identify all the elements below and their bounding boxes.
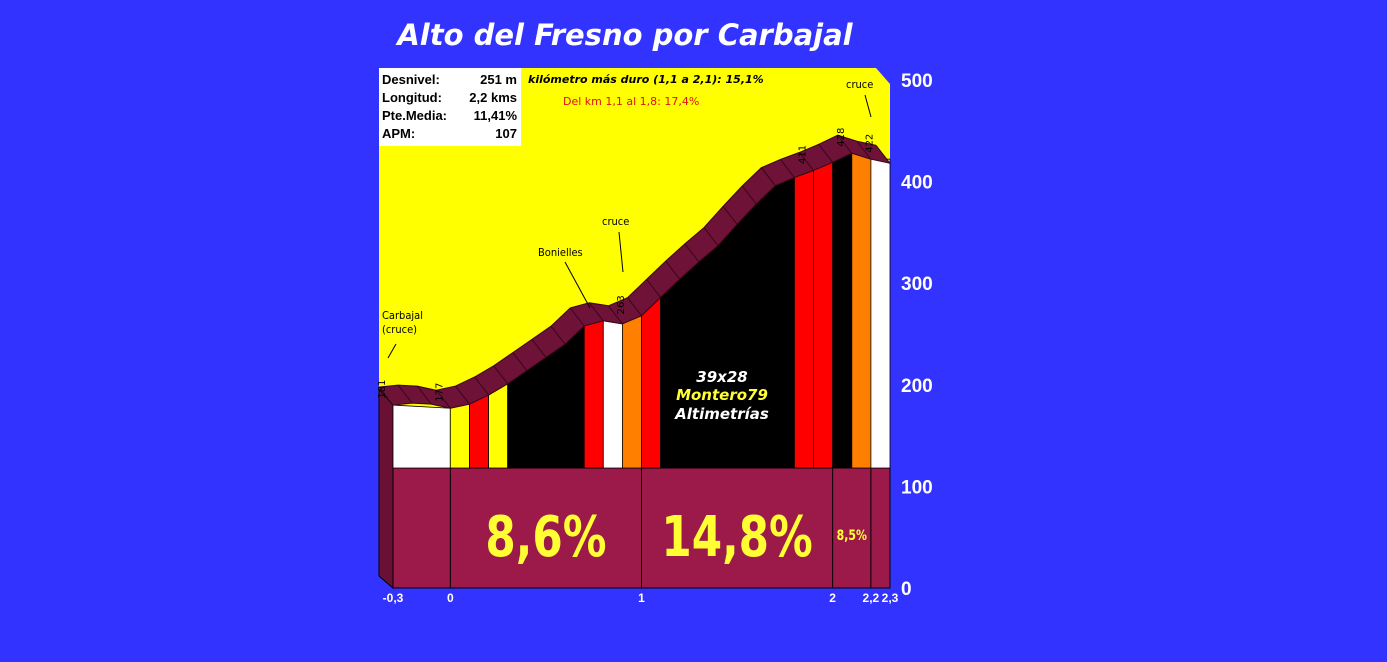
stat-value: 2,2 kms: [469, 90, 517, 105]
place-label: cruce: [602, 215, 629, 228]
ridge-crease: [588, 302, 604, 322]
section-gradient-label: 8,6%: [485, 504, 606, 570]
stat-row-desnivel: Desnivel: 251 m: [382, 71, 517, 89]
y-tick-label: 300: [901, 274, 933, 295]
y-tick-label: 100: [901, 477, 933, 498]
stat-row-apm: APM: 107: [382, 125, 517, 143]
place-leader-line: [864, 94, 872, 118]
place-leader-line: [618, 231, 624, 273]
ridge-crease: [684, 243, 700, 263]
ridge-crease: [627, 297, 642, 317]
gradient-bar: [774, 176, 795, 469]
ridge-crease: [550, 325, 566, 345]
gradient-bar: [832, 152, 853, 469]
credit-author: Montero79: [676, 386, 768, 404]
stat-row-pendiente-media: Pte.Media: 11,41%: [382, 107, 517, 125]
gradient-bar: [698, 244, 719, 469]
ridge-crease: [435, 389, 451, 409]
ridge-crease: [512, 352, 528, 371]
stat-label: Longitud:: [382, 90, 442, 105]
stat-value: 107: [495, 126, 517, 141]
ridge-crease: [493, 365, 509, 385]
note-steepest-stretch: Del km 1,1 al 1,8: 17,4%: [563, 95, 700, 108]
ridge-crease: [397, 384, 413, 404]
place-label-line2: (cruce): [382, 323, 417, 336]
note-hardest-km: kilómetro más duro (1,1 a 2,1): 15,1%: [528, 73, 764, 86]
altitude-label: 177: [434, 383, 445, 402]
y-tick-label: 500: [901, 71, 933, 92]
ridge-crease: [646, 279, 662, 298]
altitude-label: 181: [377, 380, 388, 399]
ridge-crease: [531, 339, 547, 358]
gradient-bar: [851, 152, 872, 469]
gradient-bar: [583, 320, 604, 469]
ridge-crease: [741, 185, 757, 205]
place-leader-line: [387, 343, 397, 359]
place-label: Carbajal: [382, 309, 423, 322]
x-tick-label: 2,3: [882, 591, 899, 605]
x-tick-label: -0,3: [383, 591, 404, 605]
place-label: cruce: [846, 78, 873, 91]
ridge-crease: [703, 227, 719, 246]
place-leader-line: [564, 261, 591, 309]
gradient-bar: [545, 343, 566, 469]
gradient-bar: [564, 324, 585, 469]
ridge-crease: [722, 205, 738, 225]
gradient-bar: [679, 261, 700, 469]
credit-source: Altimetrías: [675, 405, 769, 423]
section-gradient-label: 8,5%: [837, 527, 868, 544]
ridge-crease: [760, 167, 776, 186]
stat-label: APM:: [382, 126, 416, 141]
ridge-crease: [474, 376, 489, 396]
ridge-crease: [607, 305, 623, 325]
gradient-bar: [507, 369, 528, 469]
base-side: [378, 387, 394, 590]
ridge-crease: [569, 307, 585, 327]
chart-title: Alto del Fresno por Carbajal: [397, 18, 853, 52]
x-tick-label: 0: [447, 591, 454, 605]
gradient-bar: [622, 315, 642, 469]
gradient-bar: [392, 404, 451, 469]
stat-row-longitud: Longitud: 2,2 kms: [382, 89, 517, 107]
stat-label: Desnivel:: [382, 72, 440, 87]
gradient-bar: [469, 394, 490, 469]
ridge-crease: [799, 152, 814, 171]
stats-box: Desnivel: 251 m Longitud: 2,2 kms Pte.Me…: [379, 68, 521, 146]
gradient-bar: [794, 169, 814, 469]
gradient-bar: [449, 403, 470, 469]
gradient-bar: [526, 356, 547, 469]
ridge-crease: [665, 260, 681, 280]
x-tick-label: 1: [638, 591, 645, 605]
gradient-bar: [488, 383, 509, 469]
place-label: Bonielles: [538, 246, 583, 259]
altitude-label: 428: [836, 128, 847, 147]
y-tick-label: 400: [901, 173, 933, 194]
ridge-crease: [455, 385, 470, 405]
stat-value: 11,41%: [473, 108, 517, 123]
stat-label: Pte.Media:: [382, 108, 448, 123]
altitude-label: 263: [616, 295, 627, 314]
gradient-bar: [736, 202, 757, 469]
section-gradient-label: 14,8%: [661, 504, 812, 570]
y-tick-label: 200: [901, 376, 933, 397]
y-tick-label: 0: [901, 579, 912, 600]
gradient-bar: [717, 223, 738, 469]
altitude-label: 411: [798, 145, 809, 164]
ridge-crease: [856, 140, 872, 160]
ridge-crease: [818, 143, 834, 163]
ridge-crease: [837, 134, 853, 154]
ridge-crease: [416, 385, 432, 405]
stat-value: 251 m: [480, 72, 517, 87]
gradient-bar: [870, 158, 891, 469]
gradient-bar: [813, 161, 834, 469]
gradient-bar: [602, 320, 623, 469]
x-tick-label: 2: [829, 591, 836, 605]
altitude-label: 422: [864, 134, 875, 153]
credit-gearing: 39x28: [696, 368, 748, 386]
ridge-crease: [780, 159, 795, 178]
gradient-bar: [755, 184, 776, 469]
x-tick-label: 2,2: [863, 591, 880, 605]
